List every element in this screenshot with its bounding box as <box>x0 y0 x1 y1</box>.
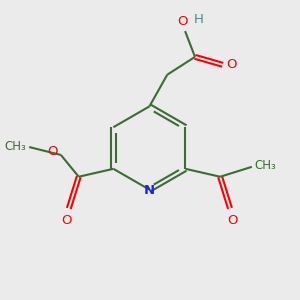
Text: O: O <box>227 214 237 227</box>
Text: CH₃: CH₃ <box>255 159 277 172</box>
Text: O: O <box>227 58 237 71</box>
Text: O: O <box>61 214 72 227</box>
Text: H: H <box>194 13 204 26</box>
Text: O: O <box>177 15 188 28</box>
Text: O: O <box>47 146 58 158</box>
Text: N: N <box>144 184 155 197</box>
Text: CH₃: CH₃ <box>4 140 26 152</box>
